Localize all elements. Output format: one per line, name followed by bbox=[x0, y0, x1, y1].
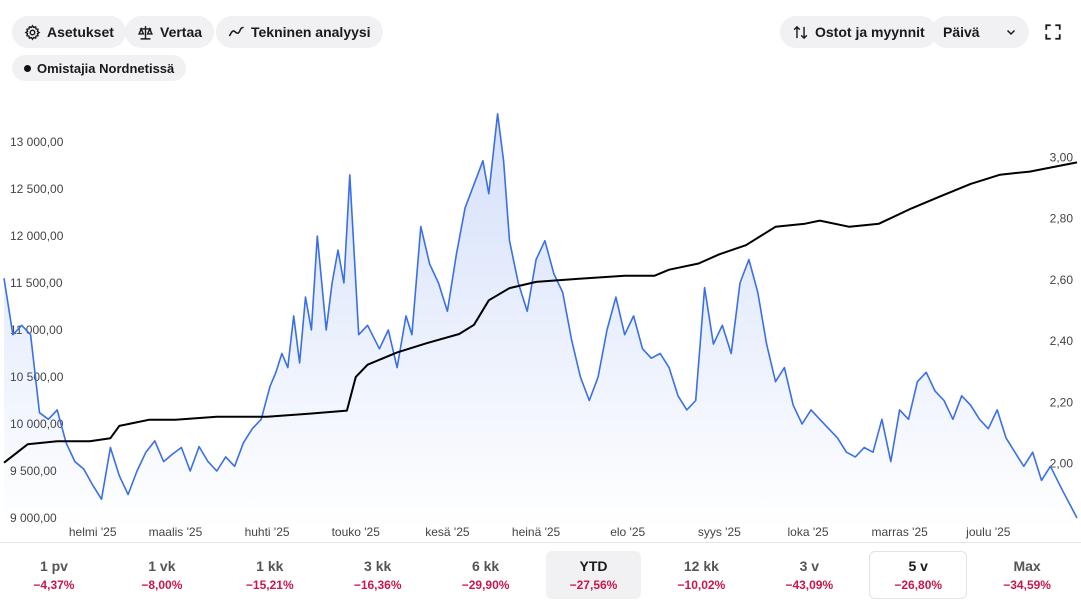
period-label: 12 kk bbox=[683, 558, 719, 574]
compare-label: Vertaa bbox=[160, 24, 203, 40]
price-area-fill bbox=[4, 113, 1077, 531]
period-change: −16,36% bbox=[353, 578, 402, 592]
technical-analysis-button[interactable]: Tekninen analyysi bbox=[216, 16, 383, 48]
gear-icon bbox=[24, 23, 41, 41]
interval-select[interactable]: Päivä bbox=[931, 16, 1029, 48]
trades-label: Ostot ja myynnit bbox=[815, 24, 925, 40]
right-tick-label: 2,80 bbox=[1050, 212, 1074, 226]
owners-series-line bbox=[3, 161, 1078, 464]
period-change: −10,02% bbox=[677, 578, 726, 592]
right-tick-label: 2,60 bbox=[1050, 273, 1074, 287]
period-1w[interactable]: 1 vk −8,00% bbox=[114, 551, 210, 599]
period-5y[interactable]: 5 v −26,80% bbox=[869, 551, 968, 599]
trend-line-icon bbox=[228, 26, 244, 36]
right-axis: 2,00 2,20 2,40 2,60 2,80 3,00 bbox=[1050, 150, 1074, 470]
left-tick-label: 11 500,00 bbox=[10, 276, 63, 290]
period-change: −4,37% bbox=[33, 578, 75, 592]
period-label: 3 kk bbox=[364, 558, 392, 574]
period-label: 3 v bbox=[799, 558, 820, 574]
scale-icon bbox=[138, 25, 153, 40]
period-change: −15,21% bbox=[245, 578, 294, 592]
compare-button[interactable]: Vertaa bbox=[125, 16, 215, 48]
owners-legend[interactable]: Omistajia Nordnetissä bbox=[12, 55, 187, 81]
period-1m[interactable]: 1 kk −15,21% bbox=[222, 551, 318, 599]
period-label: 6 kk bbox=[471, 558, 500, 574]
fullscreen-icon bbox=[1045, 24, 1061, 40]
price-series-line bbox=[3, 113, 1078, 519]
period-3m[interactable]: 3 kk −16,36% bbox=[330, 551, 426, 599]
up-down-arrows-icon bbox=[793, 25, 808, 39]
period-ytd[interactable]: YTD −27,56% bbox=[545, 551, 642, 599]
interval-value: Päivä bbox=[943, 24, 980, 40]
period-label: YTD bbox=[579, 558, 608, 574]
right-tick-label: 3,00 bbox=[1050, 150, 1074, 164]
left-tick-label: 12 000,00 bbox=[10, 229, 64, 243]
period-1d[interactable]: 1 pv −4,37% bbox=[6, 551, 102, 599]
period-selector: 1 pv −4,37% 1 vk −8,00% 1 kk −15,21% 3 k… bbox=[0, 542, 1081, 607]
period-change: −34,59% bbox=[1003, 578, 1051, 592]
legend-dot-icon bbox=[24, 64, 31, 72]
period-change: −8,00% bbox=[141, 578, 183, 592]
fullscreen-button[interactable] bbox=[1037, 16, 1069, 48]
period-label: 1 pv bbox=[39, 558, 68, 574]
right-tick-label: 2,00 bbox=[1050, 457, 1074, 471]
right-tick-label: 2,40 bbox=[1050, 334, 1074, 348]
period-change: −43,09% bbox=[785, 578, 834, 592]
trades-button[interactable]: Ostot ja myynnit bbox=[780, 16, 937, 48]
settings-button[interactable]: Asetukset bbox=[12, 16, 126, 48]
right-tick-label: 2,20 bbox=[1050, 395, 1074, 409]
technical-analysis-label: Tekninen analyysi bbox=[251, 24, 371, 40]
period-change: −29,90% bbox=[461, 578, 510, 592]
period-label: 1 vk bbox=[148, 558, 176, 574]
left-tick-label: 13 000,00 bbox=[10, 135, 64, 149]
period-max[interactable]: Max −34,59% bbox=[979, 551, 1075, 599]
period-6m[interactable]: 6 kk −29,90% bbox=[438, 551, 534, 599]
period-change: −26,80% bbox=[894, 578, 943, 592]
period-change: −27,56% bbox=[569, 578, 618, 592]
settings-label: Asetukset bbox=[47, 24, 114, 40]
period-label: 1 kk bbox=[256, 558, 284, 574]
period-label: Max bbox=[1013, 558, 1041, 574]
chevron-down-icon bbox=[1006, 29, 1016, 36]
period-label: 5 v bbox=[908, 558, 928, 574]
period-3y[interactable]: 3 v −43,09% bbox=[761, 551, 857, 599]
period-12m[interactable]: 12 kk −10,02% bbox=[653, 551, 749, 599]
owners-legend-label: Omistajia Nordnetissä bbox=[37, 60, 175, 76]
left-tick-label: 12 500,00 bbox=[10, 182, 64, 196]
